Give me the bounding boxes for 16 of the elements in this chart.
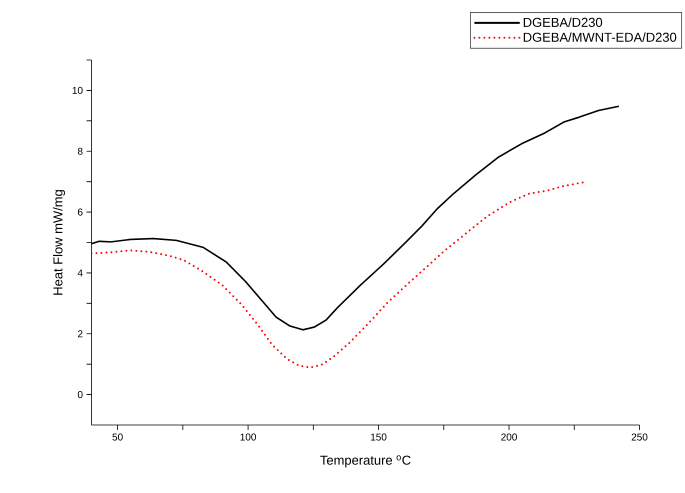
x-tick-label: 200: [501, 434, 517, 441]
x-tick-label: 100: [240, 434, 256, 441]
legend-label: DGEBA/MWNT-EDA/D230: [524, 32, 676, 42]
y-axis-title: Heat Flow mW/mg: [52, 190, 66, 295]
y-tick-label: 0: [78, 391, 83, 398]
x-tick-label: 250: [632, 434, 648, 441]
y-tick-label: 6: [78, 208, 83, 216]
y-tick-label: 2: [78, 330, 82, 338]
x-tick-label: 150: [371, 434, 386, 441]
line-series: [92, 181, 586, 369]
legend-label: DGEBA/D230: [524, 17, 602, 27]
y-tick-label: 4: [78, 269, 83, 276]
x-tick-label: 50: [112, 434, 123, 441]
y-tick-label: 8: [78, 148, 83, 155]
x-axis-title: Temperature $^{o}$C: [320, 455, 411, 468]
y-tick-label: 10: [72, 86, 83, 94]
